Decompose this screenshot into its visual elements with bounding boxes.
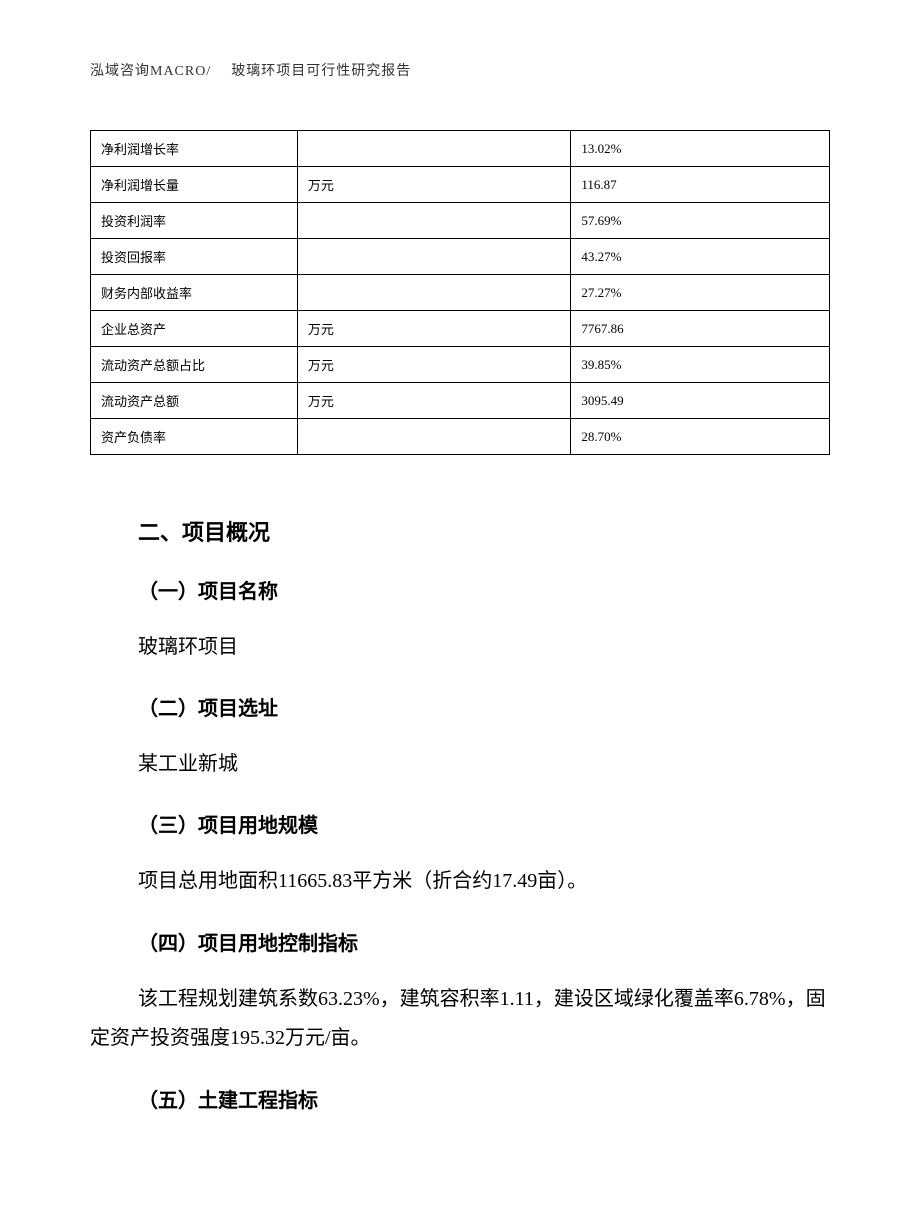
page-header: 泓域咨询MACRO/玻璃环项目可行性研究报告 [90,60,830,80]
cell-unit [297,275,570,311]
cell-label: 净利润增长量 [91,167,298,203]
cell-label: 投资回报率 [91,239,298,275]
page-container: 泓域咨询MACRO/玻璃环项目可行性研究报告 净利润增长率 13.02% 净利润… [0,0,920,1217]
cell-unit [297,239,570,275]
cell-value: 43.27% [571,239,830,275]
cell-label: 财务内部收益率 [91,275,298,311]
cell-label: 流动资产总额占比 [91,347,298,383]
cell-value: 13.02% [571,131,830,167]
subsection-heading: （一）项目名称 [138,575,830,604]
cell-label: 资产负债率 [91,419,298,455]
table-row: 流动资产总额占比 万元 39.85% [91,347,830,383]
cell-unit: 万元 [297,383,570,419]
cell-value: 27.27% [571,275,830,311]
body-text: 玻璃环项目 [138,628,830,666]
subsection-heading: （四）项目用地控制指标 [138,927,830,956]
table-row: 投资利润率 57.69% [91,203,830,239]
table-row: 资产负债率 28.70% [91,419,830,455]
section-heading: 二、项目概况 [138,515,830,547]
body-text: 项目总用地面积11665.83平方米（折合约17.49亩）。 [90,862,830,901]
cell-unit [297,419,570,455]
cell-value: 3095.49 [571,383,830,419]
cell-value: 39.85% [571,347,830,383]
cell-label: 投资利润率 [91,203,298,239]
cell-label: 净利润增长率 [91,131,298,167]
table-row: 净利润增长量 万元 116.87 [91,167,830,203]
cell-value: 57.69% [571,203,830,239]
table-row: 财务内部收益率 27.27% [91,275,830,311]
cell-unit: 万元 [297,167,570,203]
cell-label: 企业总资产 [91,311,298,347]
body-text: 该工程规划建筑系数63.23%，建筑容积率1.11，建设区域绿化覆盖率6.78%… [90,980,830,1058]
financial-indicators-table: 净利润增长率 13.02% 净利润增长量 万元 116.87 投资利润率 57.… [90,130,830,455]
cell-unit: 万元 [297,347,570,383]
table-row: 净利润增长率 13.02% [91,131,830,167]
cell-value: 28.70% [571,419,830,455]
cell-value: 116.87 [571,167,830,203]
cell-unit: 万元 [297,311,570,347]
subsection-heading: （五）土建工程指标 [138,1084,830,1113]
cell-unit [297,203,570,239]
table-row: 流动资产总额 万元 3095.49 [91,383,830,419]
header-company: 泓域咨询MACRO/ [90,64,211,79]
subsection-heading: （二）项目选址 [138,692,830,721]
table-row: 企业总资产 万元 7767.86 [91,311,830,347]
cell-value: 7767.86 [571,311,830,347]
cell-label: 流动资产总额 [91,383,298,419]
body-text: 某工业新城 [138,745,830,783]
header-doc-title: 玻璃环项目可行性研究报告 [231,64,411,79]
table-row: 投资回报率 43.27% [91,239,830,275]
cell-unit [297,131,570,167]
subsection-heading: （三）项目用地规模 [138,809,830,838]
